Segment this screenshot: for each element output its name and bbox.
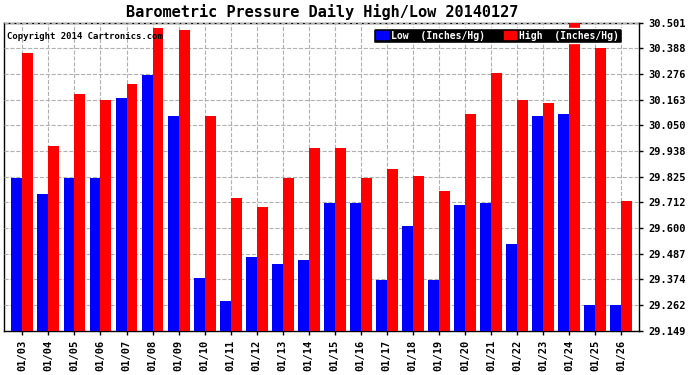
Bar (480, 203, 491, 330)
Bar (37, 194, 48, 330)
Bar (246, 258, 257, 330)
Bar (584, 305, 595, 330)
Bar (12, 178, 22, 330)
Bar (272, 264, 283, 330)
Bar (179, 30, 190, 330)
Bar (413, 176, 424, 330)
Bar (350, 203, 361, 330)
Bar (491, 73, 502, 330)
Bar (595, 48, 606, 330)
Bar (63, 178, 75, 330)
Bar (90, 178, 101, 330)
Bar (298, 260, 308, 330)
Bar (48, 146, 59, 330)
Text: Copyright 2014 Cartronics.com: Copyright 2014 Cartronics.com (8, 32, 164, 41)
Bar (335, 148, 346, 330)
Bar (194, 278, 205, 330)
Bar (454, 205, 465, 330)
Bar (324, 203, 335, 330)
Bar (506, 244, 517, 330)
Bar (621, 201, 632, 330)
Bar (558, 114, 569, 330)
Bar (428, 280, 439, 330)
Bar (439, 192, 450, 330)
Bar (569, 23, 580, 330)
Bar (465, 114, 476, 330)
Legend: Low  (Inches/Hg), High  (Inches/Hg): Low (Inches/Hg), High (Inches/Hg) (373, 28, 622, 44)
Bar (141, 75, 152, 330)
Bar (75, 93, 86, 330)
Bar (361, 178, 372, 330)
Bar (152, 27, 164, 330)
Bar (543, 103, 554, 330)
Bar (257, 207, 268, 330)
Bar (168, 116, 179, 330)
Bar (517, 100, 528, 330)
Bar (230, 198, 241, 330)
Bar (308, 148, 319, 330)
Bar (283, 178, 294, 330)
Bar (116, 98, 126, 330)
Bar (22, 53, 33, 330)
Title: Barometric Pressure Daily High/Low 20140127: Barometric Pressure Daily High/Low 20140… (126, 4, 518, 20)
Bar (126, 84, 137, 330)
Bar (610, 305, 621, 330)
Bar (219, 301, 230, 330)
Bar (205, 116, 215, 330)
Bar (532, 116, 543, 330)
Bar (402, 226, 413, 330)
Bar (101, 100, 111, 330)
Bar (376, 280, 387, 330)
Bar (387, 169, 397, 330)
